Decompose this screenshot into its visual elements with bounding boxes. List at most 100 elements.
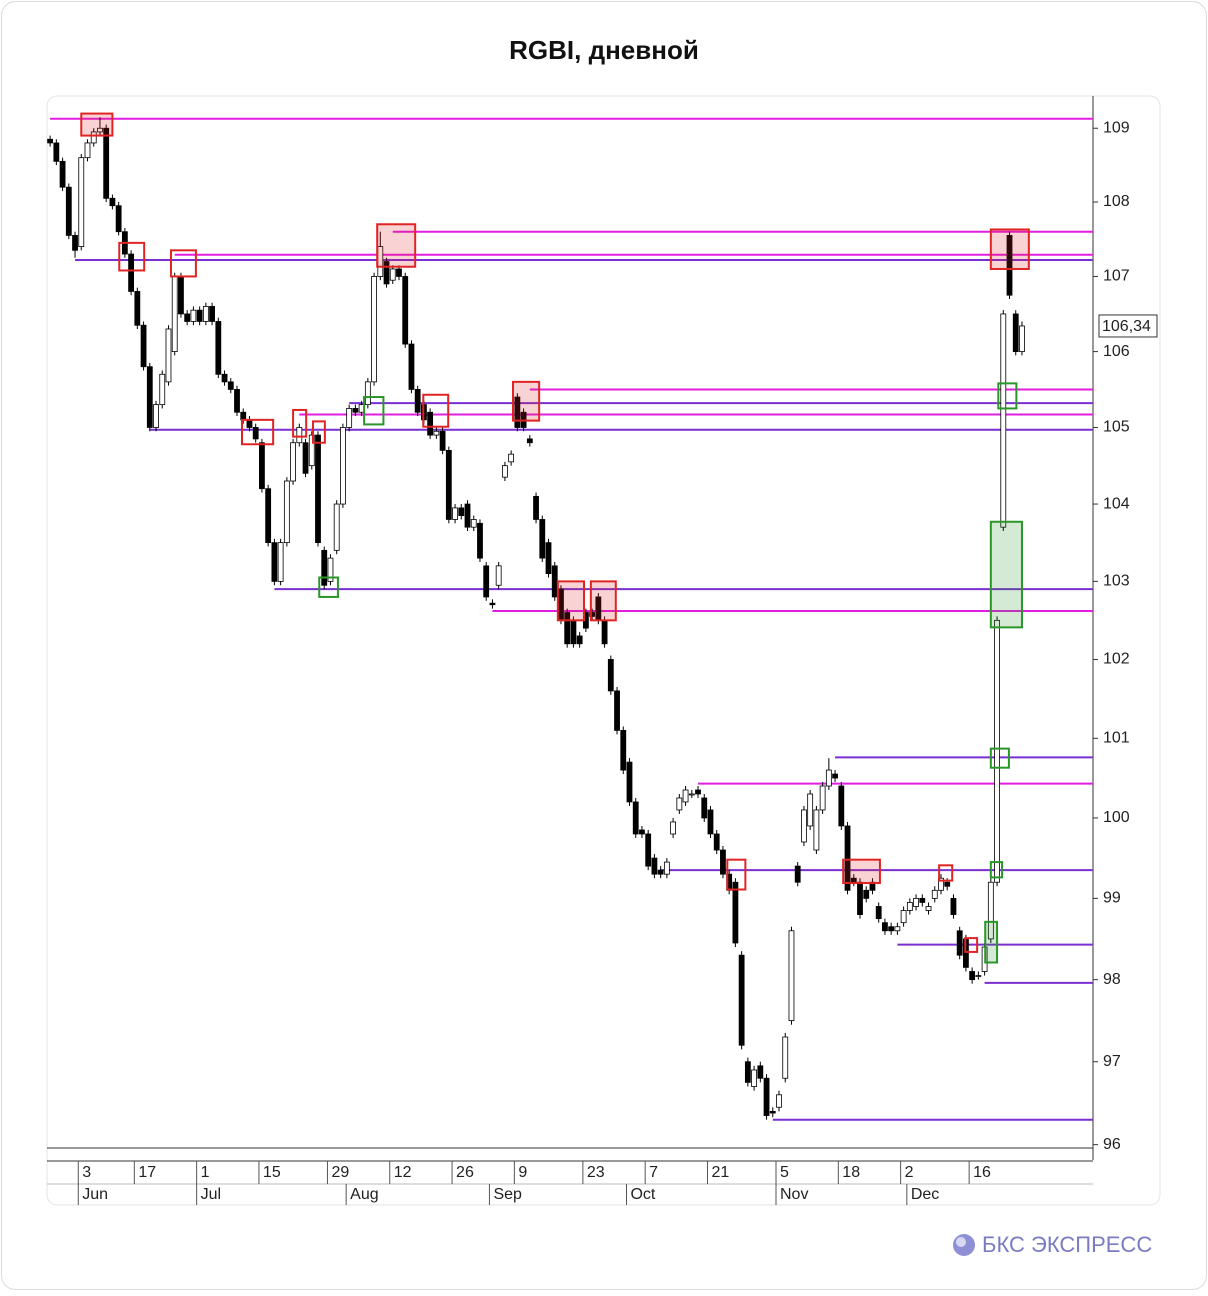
candle-body: [97, 127, 103, 133]
candle-body: [589, 612, 596, 617]
zone-box: [964, 937, 979, 953]
candle-body: [533, 495, 539, 520]
candle-body: [327, 557, 334, 582]
y-tick-label: 108: [1103, 193, 1130, 210]
y-tick-label: 98: [1103, 971, 1121, 988]
candle-body: [688, 793, 695, 796]
candle-body: [676, 797, 683, 811]
month-label: Jul: [201, 1186, 221, 1203]
zone-box: [240, 418, 275, 446]
candle-body: [165, 328, 172, 383]
candle-body: [508, 453, 515, 463]
candle-body: [352, 408, 359, 413]
month-label: Jun: [82, 1186, 108, 1203]
candle-body: [744, 1061, 751, 1083]
candle-body: [763, 1077, 770, 1116]
zone-box: [376, 223, 417, 268]
candle-body: [389, 268, 396, 281]
candle-body: [483, 565, 490, 598]
candle-body: [184, 313, 191, 322]
x-tick-label: 18: [842, 1164, 860, 1181]
x-tick-label: 5: [780, 1164, 789, 1181]
y-tick-label: 99: [1103, 890, 1121, 907]
x-tick-label: 7: [649, 1164, 658, 1181]
candle-body: [645, 833, 652, 867]
y-tick-label: 109: [1103, 119, 1130, 136]
candle-body: [751, 1069, 757, 1087]
candle-body: [651, 857, 658, 875]
last-price-box: [1098, 314, 1158, 338]
candle-body: [477, 522, 483, 559]
candle-body: [819, 785, 826, 811]
candle-body: [47, 138, 54, 144]
candle-body: [894, 926, 901, 932]
candle-body: [146, 366, 153, 428]
candle-body: [900, 910, 907, 924]
candle-body: [240, 411, 247, 421]
candle-body: [788, 930, 795, 1021]
candle-body: [956, 930, 963, 956]
candle-body: [713, 833, 720, 851]
zone-box: [363, 396, 385, 426]
candle-body: [938, 877, 944, 891]
y-tick-label: 107: [1103, 268, 1130, 285]
candle-body: [302, 442, 309, 474]
candle-body: [720, 849, 726, 875]
candle-body: [975, 975, 982, 977]
zone-box: [989, 228, 1030, 270]
candle-body: [801, 809, 807, 843]
candle-body: [782, 1036, 789, 1079]
candle-body: [657, 869, 664, 875]
candle-body: [564, 612, 571, 645]
candle-body: [221, 373, 228, 383]
candle-body: [277, 542, 284, 582]
candle-body: [364, 381, 371, 406]
x-tick-label: 29: [331, 1164, 349, 1181]
candle-body: [875, 906, 882, 920]
candle-body: [495, 565, 502, 586]
candle-body: [464, 503, 471, 528]
candle-body: [414, 389, 421, 413]
candle-body: [227, 381, 234, 390]
candle-body: [190, 309, 197, 322]
brand-name: БКС ЭКСПРЕСС: [982, 1232, 1152, 1257]
candle-body: [321, 549, 328, 586]
y-tick-label: 104: [1103, 495, 1130, 512]
candle-body: [396, 268, 402, 277]
last-price-label: 106,34: [1102, 318, 1151, 335]
candle-body: [913, 897, 919, 907]
candle-body: [576, 635, 583, 645]
candle-body: [209, 306, 215, 322]
candle-body: [919, 897, 926, 903]
candle-body: [570, 619, 577, 645]
candle-body: [153, 404, 159, 428]
candle-body: [551, 565, 558, 598]
zone-box: [726, 858, 747, 891]
candle-body: [433, 430, 440, 436]
candle-body: [72, 235, 78, 251]
candle-body: [439, 430, 446, 451]
zone-box: [938, 864, 954, 882]
month-label: Nov: [780, 1186, 808, 1203]
candle-body: [65, 186, 72, 236]
candle-body: [265, 488, 272, 544]
plot-area: [47, 112, 1093, 1121]
candle-body: [128, 253, 135, 292]
candle-body: [732, 881, 739, 944]
candle-body: [950, 897, 957, 915]
candle-body: [925, 906, 932, 911]
zone-box: [989, 520, 1023, 629]
candle-body: [159, 373, 166, 406]
candle-body: [84, 142, 91, 159]
candle-body: [738, 954, 745, 1046]
month-label: Aug: [350, 1186, 378, 1203]
x-tick-label: 26: [456, 1164, 474, 1181]
candle-body: [838, 785, 845, 827]
y-tick-label: 97: [1103, 1053, 1121, 1070]
candle-body: [427, 411, 434, 436]
candle-body: [526, 438, 533, 444]
candle-body: [383, 261, 390, 285]
y-tick-label: 100: [1103, 809, 1130, 826]
x-tick-label: 9: [518, 1164, 527, 1181]
chart-title: RGBI, дневной: [509, 35, 699, 65]
